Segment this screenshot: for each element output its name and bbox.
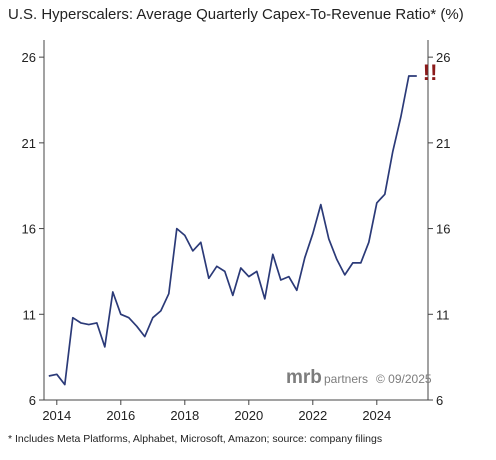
y-tick-label-right: 11 [436,307,450,322]
y-tick-label-right: 6 [436,393,443,408]
y-tick-label-left: 21 [22,136,36,151]
series-line [48,75,417,386]
axis-ticks: 2014 2016 2018 2020 2022 2024 6 6 11 11 16 16 21 21 26… [22,50,451,423]
chart-axes [43,40,429,401]
x-tick-label: 2020 [234,408,263,423]
y-tick-label-right: 26 [436,50,450,65]
x-tick-label: 2024 [362,408,391,423]
y-tick-label-right: 21 [436,136,450,151]
x-tick-label: 2022 [298,408,327,423]
chart-footnote: * Includes Meta Platforms, Alphabet, Mic… [8,433,383,445]
y-tick-label-left: 6 [29,393,36,408]
alert-annotation: !! [423,60,438,85]
x-tick-label: 2014 [42,408,71,423]
x-tick-label: 2016 [106,408,135,423]
watermark: mrb partners © 09/2025 [286,367,432,388]
x-tick-label: 2018 [170,408,199,423]
watermark-suffix: partners [324,372,368,386]
y-tick-label-left: 16 [22,222,36,237]
chart-title: U.S. Hyperscalers: Average Quarterly Cap… [8,6,464,23]
watermark-brand: mrb [286,367,322,388]
y-tick-label-left: 11 [23,307,37,322]
watermark-date: © 09/2025 [376,372,432,386]
y-tick-label-right: 16 [436,222,450,237]
y-tick-label-left: 26 [22,50,36,65]
series-layer [48,75,417,386]
